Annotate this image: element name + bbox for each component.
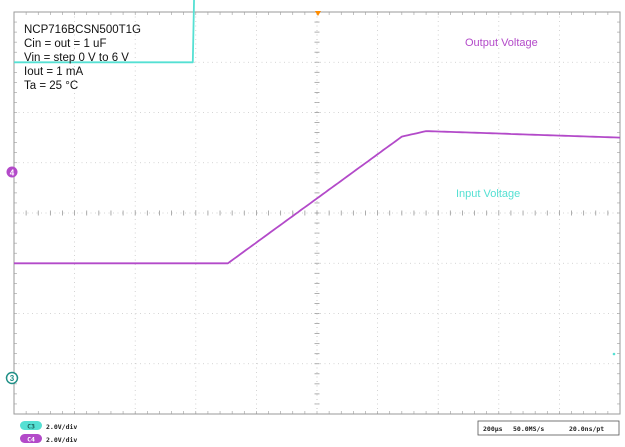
channel-4-ground-marker[interactable]: 4 (6, 166, 18, 178)
channel-4-status[interactable]: C4 2.0V/div (20, 434, 77, 444)
timebase-value: 200µs (483, 425, 503, 433)
annotation-line-part-number: NCP716BCSN500T1G (24, 24, 141, 36)
sample-rate-value: 50.0MS/s (513, 425, 544, 433)
resolution-value: 20.0ns/pt (569, 425, 604, 433)
channel-4-marker-label: 4 (10, 169, 15, 178)
channel-4-badge (20, 434, 42, 443)
annotation-line-iout: Iout = 1 mA (24, 66, 83, 78)
channel-4-marker-dot (6, 166, 18, 178)
graticule-ticks (13, 11, 621, 415)
setup-annotation: NCP716BCSN500T1G Cin = out = 1 uF Vin = … (24, 24, 141, 92)
channel-4-badge-label: C4 (27, 436, 35, 444)
output-voltage-trace (14, 130, 621, 265)
channel-3-status[interactable]: C3 2.0V/div (20, 421, 77, 431)
channel-3-ground-marker[interactable]: 3 (5, 371, 19, 385)
annotation-line-ta: Ta = 25 °C (24, 80, 78, 92)
graticule (14, 12, 620, 414)
channel-3-marker-label: 3 (10, 374, 15, 383)
annotation-line-vin: Vin = step 0 V to 6 V (24, 52, 129, 64)
timebase-box (477, 420, 620, 436)
series-label-output-voltage: Output Voltage (465, 37, 538, 49)
traces (14, 0, 621, 265)
channel-3-marker-dot (5, 371, 19, 385)
trigger-position-marker[interactable] (315, 11, 321, 16)
edge-indicator-dot (612, 352, 616, 356)
timebase-status[interactable]: 200µs 50.0MS/s 20.0ns/pt (477, 420, 620, 436)
annotation-line-capacitors: Cin = out = 1 uF (24, 38, 106, 50)
input-voltage-trace (14, 0, 195, 64)
channel-3-badge (20, 421, 42, 430)
channel-3-badge-label: C3 (27, 423, 35, 431)
series-label-input-voltage: Input Voltage (456, 188, 520, 200)
channel-4-scale: 2.0V/div (46, 436, 77, 444)
channel-3-scale: 2.0V/div (46, 423, 77, 431)
